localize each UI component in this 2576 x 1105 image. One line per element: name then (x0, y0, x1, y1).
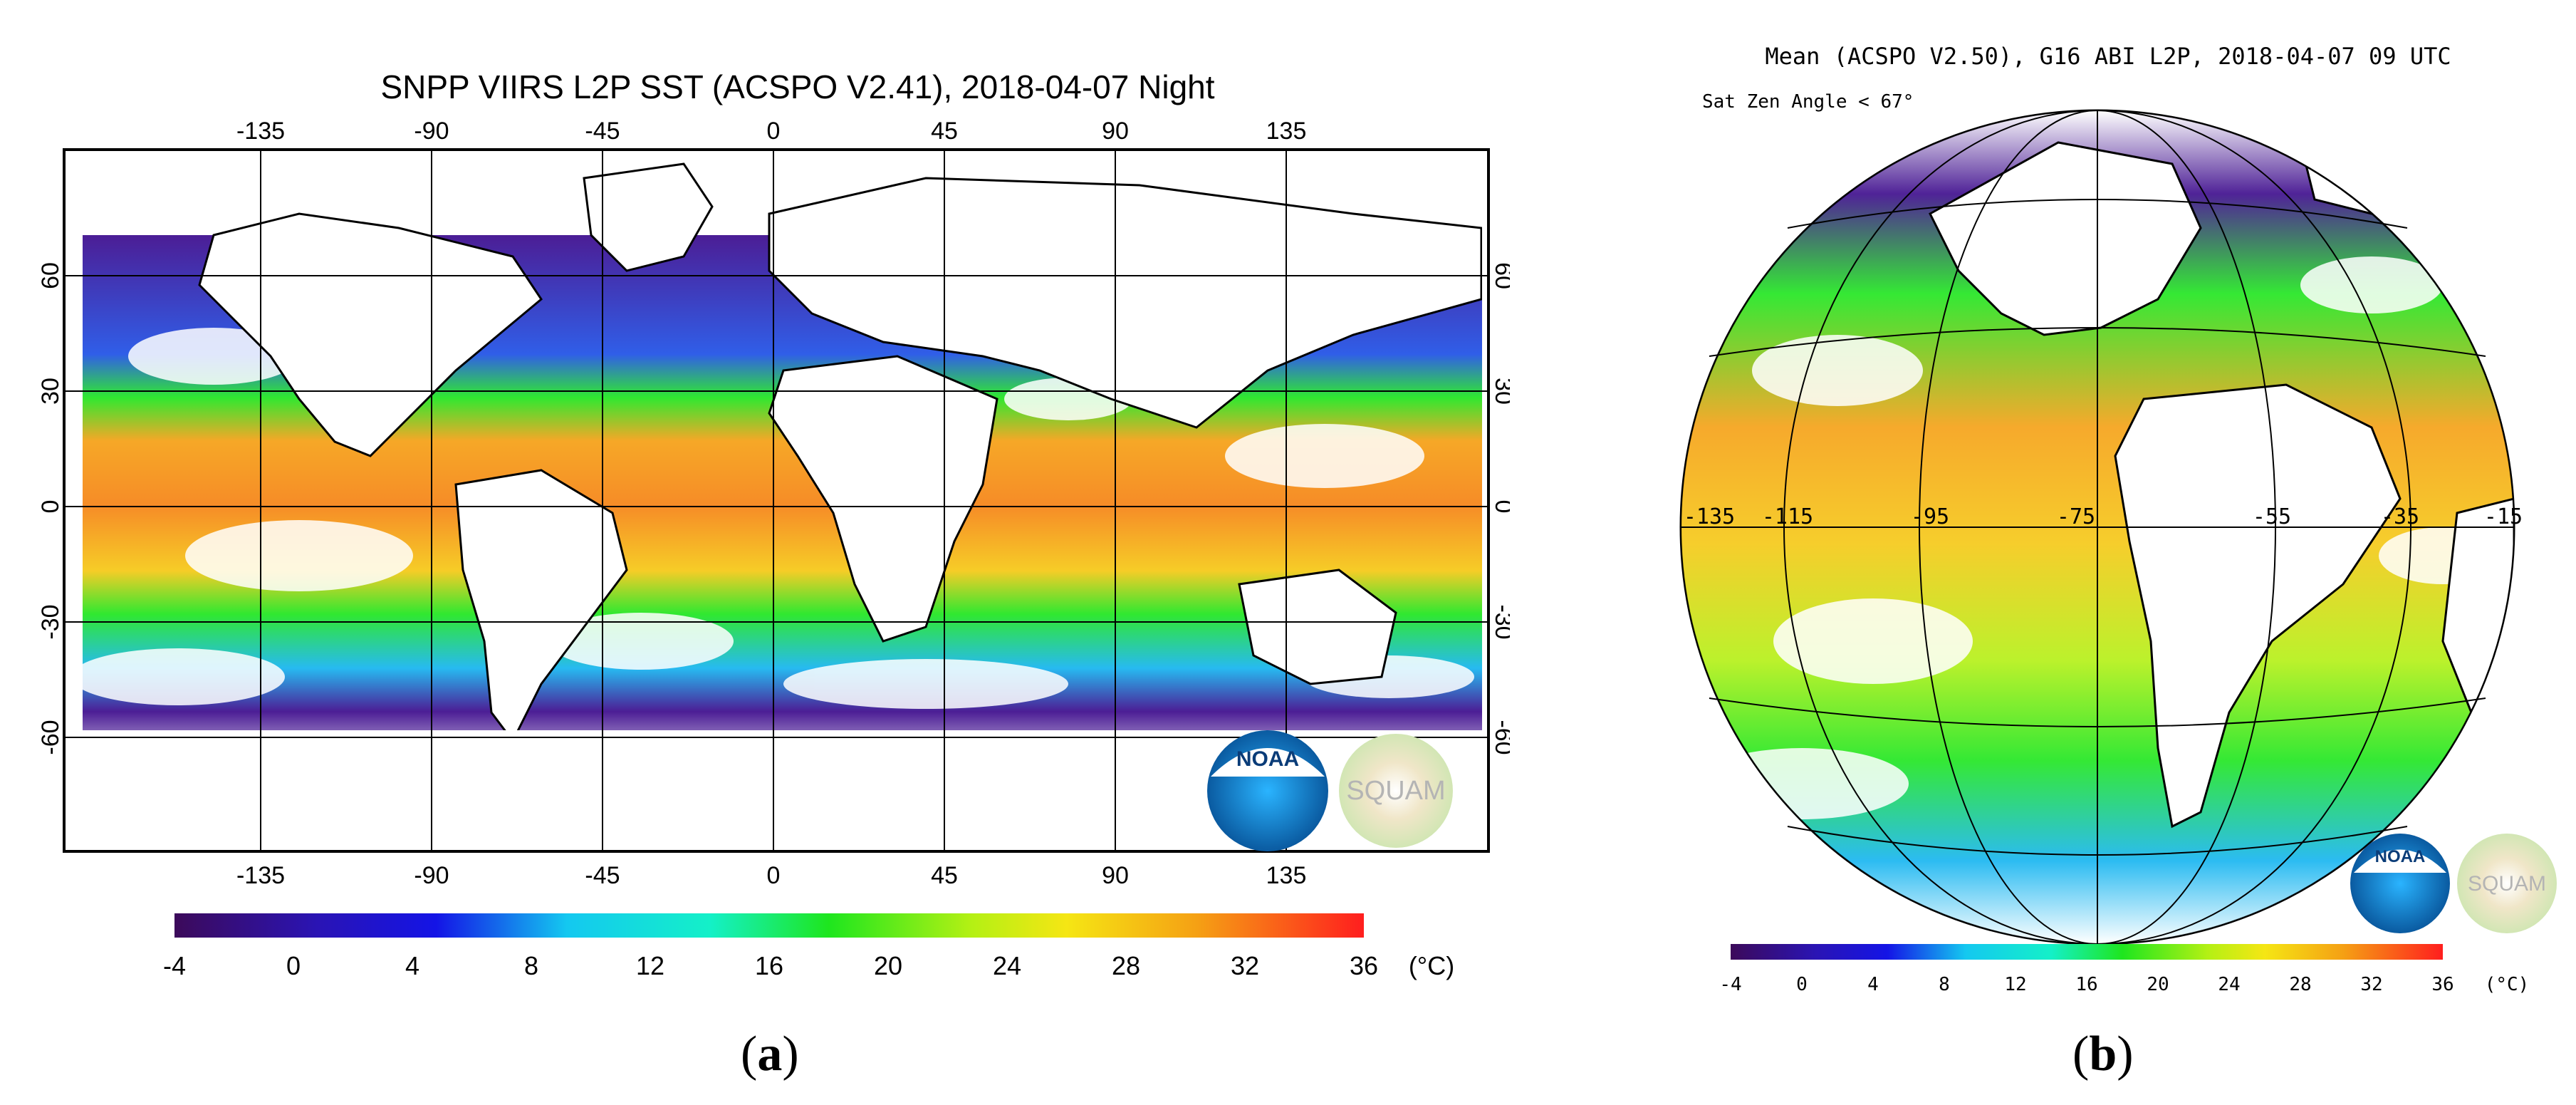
panel-b-svg: -135 -115 -95 -75 -55 -35 -15 NOAA SQUAM… (1679, 109, 2557, 995)
colorbar-tick: 12 (2004, 974, 2026, 995)
lat-label: 60 (1490, 262, 1510, 289)
colorbar-tick: 12 (636, 951, 664, 980)
colorbar-tick: 28 (1112, 951, 1140, 980)
noaa-logo-text: NOAA (1236, 747, 1299, 771)
colorbar-tick: 8 (524, 951, 538, 980)
lon-label: 0 (767, 118, 781, 145)
lat-labels-left: 60 30 0 -30 -60 (37, 262, 64, 754)
colorbar-tick: 20 (874, 951, 902, 980)
lon-label: -35 (2381, 504, 2419, 529)
land-masses (198, 162, 1482, 730)
squam-logo: SQUAM (1339, 734, 1453, 848)
colorbar-tick: 32 (1231, 951, 1259, 980)
globe-lon-labels: -135 -115 -95 -75 -55 -35 -15 (1684, 504, 2523, 529)
lon-label: 45 (931, 862, 958, 889)
colorbar-ticks: -4 0 4 8 12 16 20 24 28 32 36 (°C) (1719, 974, 2529, 995)
colorbar-tick: -4 (1719, 974, 1741, 995)
lon-label: 45 (931, 118, 958, 145)
colorbar-tick: 0 (1796, 974, 1808, 995)
lon-label: -135 (236, 118, 285, 145)
panel-b-subtitle: Sat Zen Angle < 67° (1702, 91, 1914, 113)
lat-label: 30 (37, 378, 64, 405)
colorbar-tick: 24 (2218, 974, 2240, 995)
colorbar-tick: 4 (1867, 974, 1879, 995)
colorbar-unit: (°C) (1409, 951, 1454, 980)
colorbar-ticks: -4 0 4 8 12 16 20 24 28 32 36 (°C) (163, 951, 1454, 980)
lon-label: 90 (1102, 862, 1129, 889)
panel-b-title: Mean (ACSPO V2.50), G16 ABI L2P, 2018-04… (1765, 43, 2451, 70)
colorbar-unit: (°C) (2485, 974, 2530, 995)
lon-label: 135 (1266, 118, 1307, 145)
lon-label: -135 (1684, 504, 1735, 529)
lon-label: -90 (414, 118, 449, 145)
colorbar-tick: 16 (755, 951, 783, 980)
lon-label: -115 (1762, 504, 1813, 529)
panel-a-label: (a) (741, 1027, 799, 1081)
colorbar (1731, 944, 2443, 960)
lat-label: 30 (1490, 378, 1510, 405)
lat-label: 60 (37, 262, 64, 289)
squam-logo: SQUAM (2457, 834, 2557, 933)
panel-b-globe: -135 -115 -95 -75 -55 -35 -15 NOAA SQUAM… (1659, 0, 2576, 1105)
lon-label: 0 (767, 862, 781, 889)
lon-label: -95 (1911, 504, 1949, 529)
lat-label: -60 (37, 720, 64, 754)
lon-label: -55 (2253, 504, 2291, 529)
graticule (64, 150, 1488, 851)
colorbar-tick: 16 (2075, 974, 2097, 995)
colorbar-tick: 20 (2147, 974, 2169, 995)
colorbar-tick: 24 (993, 951, 1021, 980)
colorbar-tick: 36 (1350, 951, 1378, 980)
noaa-logo-text: NOAA (2375, 847, 2426, 866)
lon-label: -75 (2057, 504, 2095, 529)
lon-label: -15 (2484, 504, 2523, 529)
lon-label: 135 (1266, 862, 1307, 889)
lon-label: -45 (585, 118, 620, 145)
colorbar-tick: 32 (2360, 974, 2382, 995)
panel-a-map: -135 -90 -45 0 45 90 135 -135 -90 -45 0 … (37, 68, 1510, 1081)
colorbar (174, 913, 1364, 938)
panel-a-letter: a (757, 1027, 783, 1081)
lon-label: -90 (414, 862, 449, 889)
panel-a-svg: -135 -90 -45 0 45 90 135 -135 -90 -45 0 … (37, 118, 1510, 980)
lat-label: -60 (1490, 720, 1510, 754)
colorbar-tick: 0 (286, 951, 301, 980)
lat-label: 0 (1490, 500, 1510, 514)
lat-label: 0 (37, 500, 64, 514)
noaa-logo: NOAA (1207, 730, 1328, 851)
colorbar-tick: 28 (2289, 974, 2311, 995)
squam-logo-text: SQUAM (2468, 872, 2546, 896)
panel-a-title: SNPP VIIRS L2P SST (ACSPO V2.41), 2018-0… (380, 68, 1215, 105)
lon-labels-top: -135 -90 -45 0 45 90 135 (236, 118, 1306, 145)
lon-label: -135 (236, 862, 285, 889)
panel-b-letter: b (2089, 1027, 2117, 1081)
lat-label: -30 (1490, 604, 1510, 639)
squam-logo-text: SQUAM (1346, 776, 1445, 806)
panel-b-label: (b) (2072, 1027, 2134, 1081)
lat-labels-right: 60 30 0 -30 -60 (1490, 262, 1510, 754)
colorbar-tick: 8 (1939, 974, 1950, 995)
lon-labels-bottom: -135 -90 -45 0 45 90 135 (236, 862, 1306, 889)
noaa-logo: NOAA (2350, 834, 2450, 933)
colorbar-tick: 36 (2431, 974, 2454, 995)
colorbar-tick: 4 (405, 951, 419, 980)
lat-label: -30 (37, 604, 64, 639)
lon-label: 90 (1102, 118, 1129, 145)
lon-label: -45 (585, 862, 620, 889)
colorbar-tick: -4 (163, 951, 186, 980)
